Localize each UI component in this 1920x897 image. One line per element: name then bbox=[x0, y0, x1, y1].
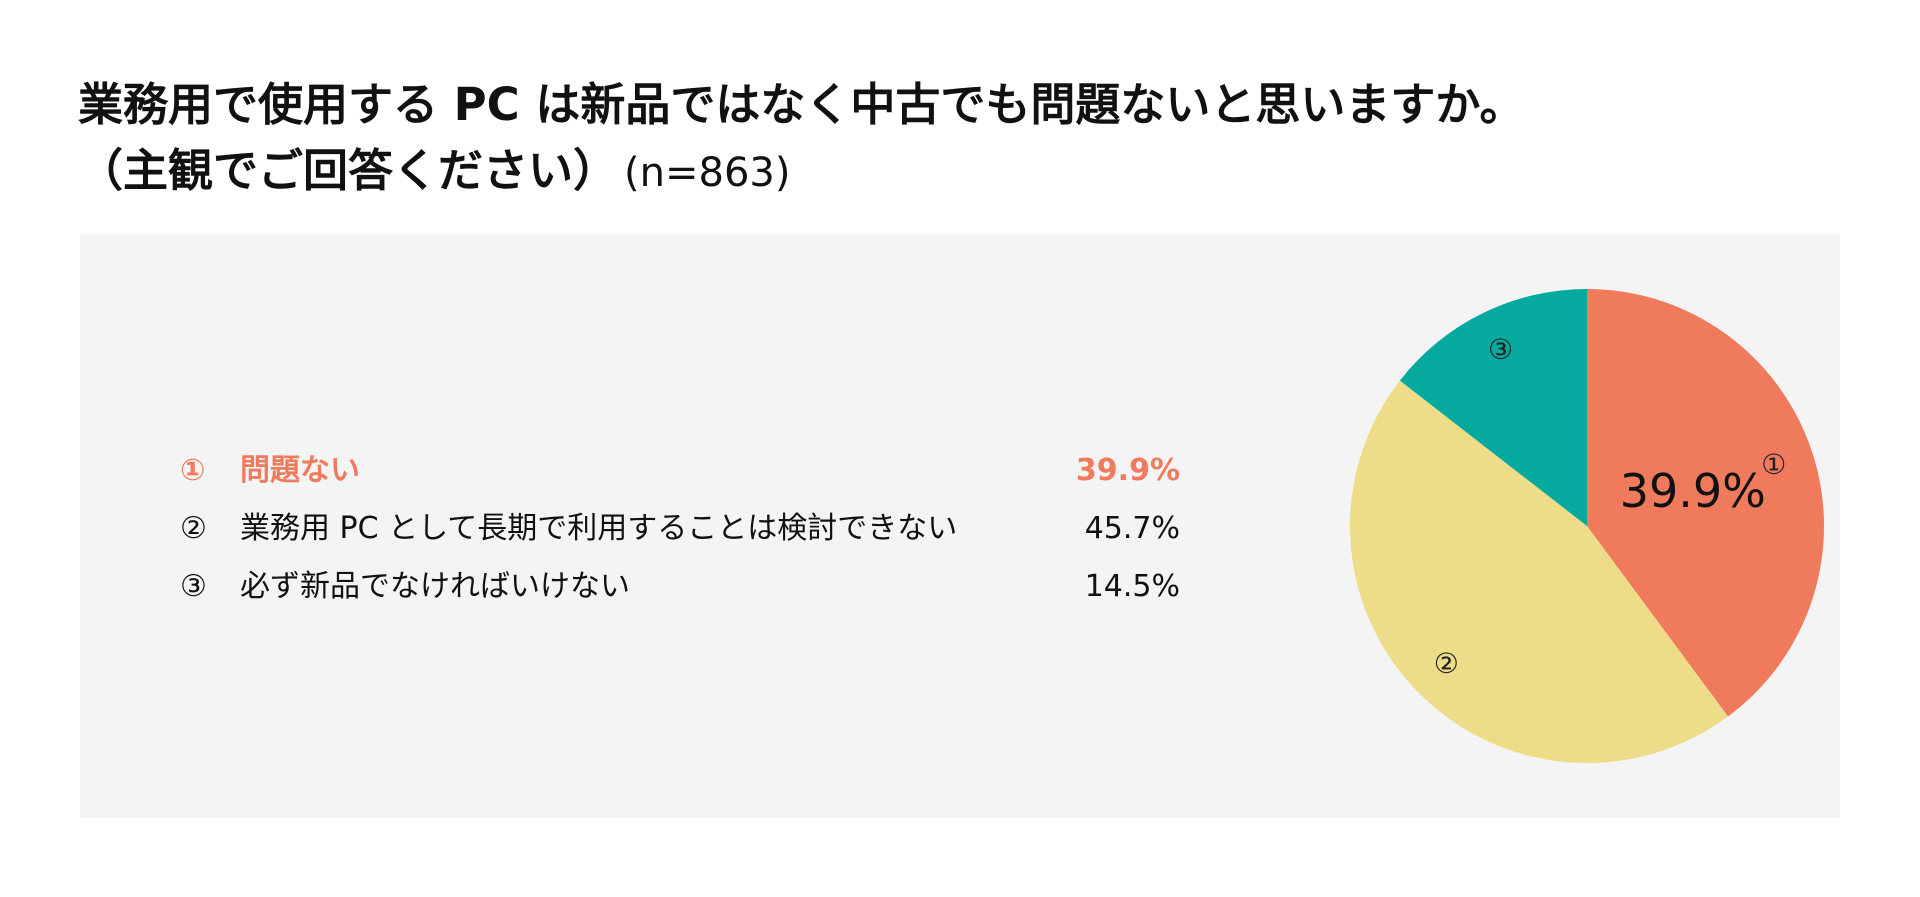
legend-item-2: ② 業務用 PC として長期で利用することは検討できない 45.7% bbox=[180, 500, 1180, 558]
pie-chart: ①39.9% ② ③ bbox=[1350, 289, 1824, 763]
pie-slice-1 bbox=[1587, 289, 1824, 717]
legend-item-percent: 45.7% bbox=[1084, 511, 1180, 546]
pie-slice-number-3: ③ bbox=[1488, 333, 1513, 366]
legend-item-label: 業務用 PC として長期で利用することは検討できない bbox=[240, 511, 958, 546]
legend-item-label: 問題ない bbox=[240, 453, 360, 488]
title-subtitle: （主観でご回答ください） bbox=[78, 144, 619, 197]
legend-item-3: ③ 必ず新品でなければいけない 14.5% bbox=[180, 558, 1180, 616]
chart-title: 業務用で使用する PC は新品ではなく中古でも問題ないと思いますか。 （主観でご… bbox=[78, 72, 1524, 206]
pie-highlight-label: 39.9% bbox=[1620, 464, 1766, 518]
legend-item-number: ① bbox=[180, 453, 206, 488]
legend-item-number: ② bbox=[180, 511, 207, 546]
pie-slice-number-1: ① bbox=[1761, 448, 1786, 481]
legend-item-percent: 39.9% bbox=[1075, 453, 1180, 488]
legend-item-1: ① 問題ない 39.9% bbox=[180, 442, 1180, 500]
pie-slice-3 bbox=[1399, 289, 1587, 526]
legend-item-number: ③ bbox=[180, 569, 207, 604]
pie-slice-number-2: ② bbox=[1434, 647, 1459, 680]
legend-item-label: 必ず新品でなければいけない bbox=[240, 569, 630, 604]
title-line-2: （主観でご回答ください） (n=863) bbox=[78, 138, 1524, 206]
title-line-1: 業務用で使用する PC は新品ではなく中古でも問題ないと思いますか。 bbox=[78, 78, 1525, 131]
pie-slice-2 bbox=[1350, 380, 1728, 763]
chart-panel: ① 問題ない 39.9% ② 業務用 PC として長期で利用することは検討できない … bbox=[80, 234, 1840, 818]
sample-size: (n=863) bbox=[624, 150, 791, 196]
legend-item-percent: 14.5% bbox=[1084, 569, 1180, 604]
legend: ① 問題ない 39.9% ② 業務用 PC として長期で利用することは検討できない … bbox=[180, 442, 1180, 616]
